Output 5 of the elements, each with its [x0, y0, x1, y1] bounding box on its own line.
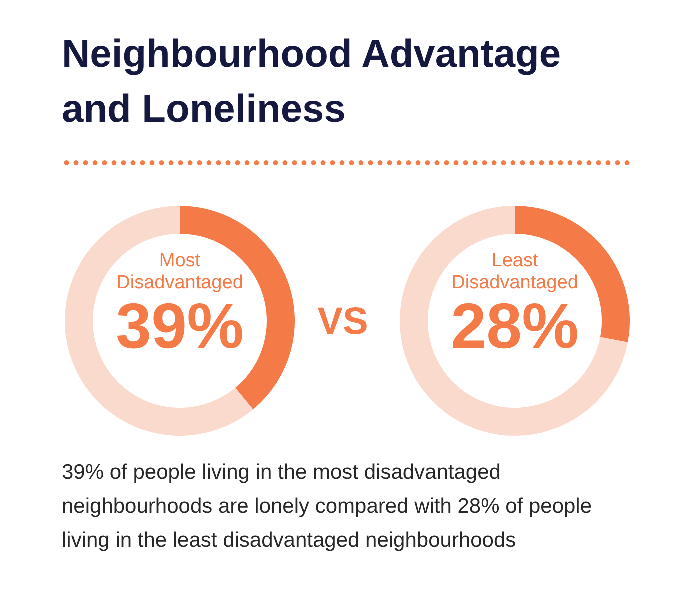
- text: 39% of people living in the most disadvantaged neighbourhoods are lonely compared with 28% of people living in the least disadvantaged neighbourhoods: [62, 460, 594, 554]
- chart-title: Neighbourhood Advantage and Loneliness: [62, 32, 562, 133]
- slice-label: Most Disadvantaged: [116, 250, 244, 294]
- text: VS: [316, 300, 370, 344]
- slice-label: Least Disadvantaged: [452, 250, 578, 294]
